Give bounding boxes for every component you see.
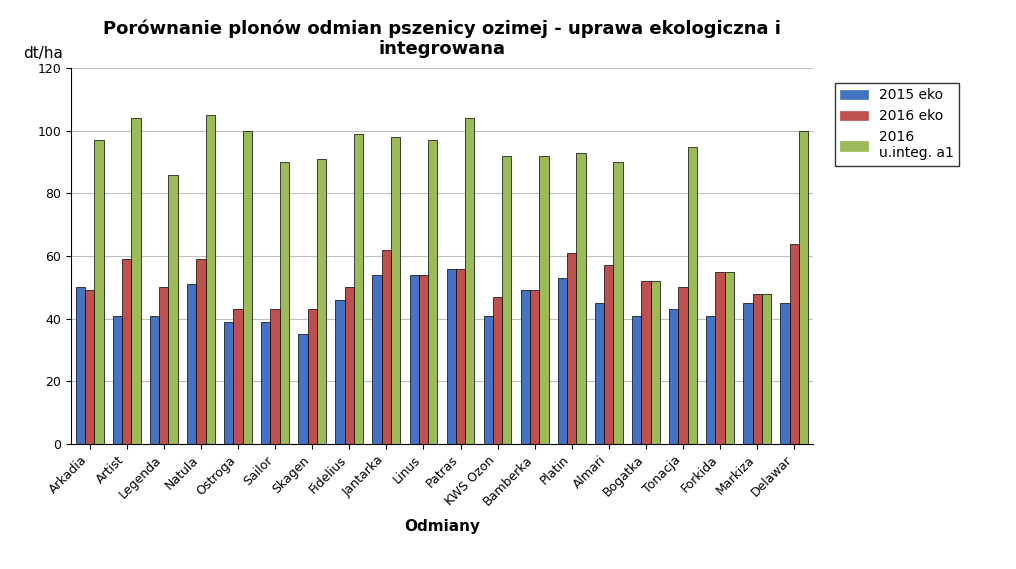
Bar <box>789 244 799 444</box>
Bar <box>205 115 214 444</box>
Bar <box>391 137 400 444</box>
Bar <box>614 162 623 444</box>
Bar <box>679 287 688 444</box>
Bar <box>641 281 650 444</box>
Bar <box>521 290 530 444</box>
Bar <box>447 269 456 444</box>
Bar <box>670 310 679 444</box>
Bar <box>113 315 122 444</box>
Bar <box>131 118 140 444</box>
Bar <box>428 140 437 444</box>
Bar <box>234 310 243 444</box>
Bar <box>465 118 474 444</box>
Bar <box>354 134 363 444</box>
Bar <box>595 303 605 444</box>
Bar <box>744 303 753 444</box>
Bar <box>539 156 549 444</box>
Bar <box>169 175 178 444</box>
Bar <box>688 146 697 444</box>
Bar <box>715 272 724 444</box>
Bar <box>279 162 289 444</box>
Bar <box>576 152 585 444</box>
Bar <box>160 287 169 444</box>
Bar <box>605 265 614 444</box>
Bar <box>382 250 391 444</box>
Bar <box>150 315 160 444</box>
Bar <box>187 284 196 444</box>
Bar <box>484 315 493 444</box>
Bar <box>344 287 354 444</box>
Bar <box>558 278 567 444</box>
Bar <box>270 310 279 444</box>
Bar <box>335 300 344 444</box>
Bar <box>493 297 502 444</box>
Bar <box>724 272 734 444</box>
Text: dt/ha: dt/ha <box>23 46 63 61</box>
Bar <box>85 290 94 444</box>
Bar <box>243 131 252 444</box>
Bar <box>76 287 85 444</box>
Bar <box>373 275 382 444</box>
Bar <box>261 322 270 444</box>
Bar <box>530 290 539 444</box>
Bar <box>502 156 511 444</box>
Bar <box>409 275 419 444</box>
Bar <box>706 315 715 444</box>
Bar <box>753 294 762 444</box>
Bar <box>456 269 465 444</box>
Bar <box>567 253 576 444</box>
Bar <box>122 259 131 444</box>
Bar <box>799 131 808 444</box>
X-axis label: Odmiany: Odmiany <box>404 519 480 534</box>
Bar <box>780 303 789 444</box>
Bar <box>225 322 234 444</box>
Bar <box>762 294 771 444</box>
Bar <box>196 259 205 444</box>
Bar <box>317 159 326 444</box>
Bar <box>299 335 308 444</box>
Bar <box>632 315 641 444</box>
Bar <box>308 310 317 444</box>
Title: Porównanie plonów odmian pszenicy ozimej - uprawa ekologiczna i
integrowana: Porównanie plonów odmian pszenicy ozimej… <box>103 19 781 59</box>
Bar <box>419 275 428 444</box>
Bar <box>650 281 659 444</box>
Bar <box>94 140 104 444</box>
Legend: 2015 eko, 2016 eko, 2016
u.integ. a1: 2015 eko, 2016 eko, 2016 u.integ. a1 <box>834 83 959 166</box>
